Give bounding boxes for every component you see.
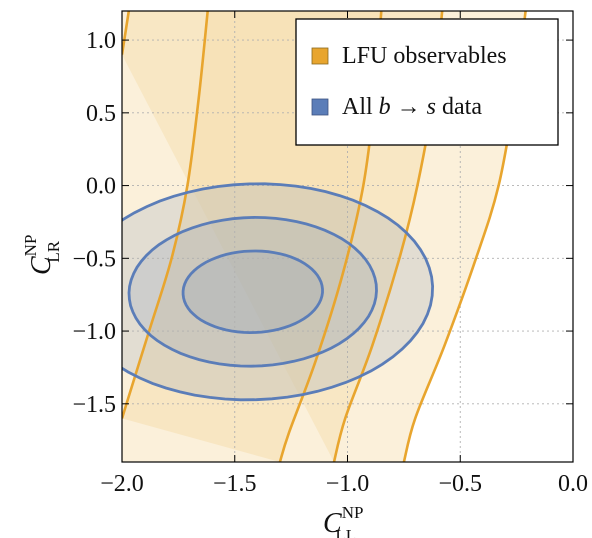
bs-contour-3sigma (122, 182, 435, 402)
legend-label-bs: All b → s data (342, 94, 482, 120)
axis-ticks: −2.0 −1.5 −1.0 −0.5 0.0 −1.5 −1.0 −0.5 0.0 0.5 1.0 (72, 11, 588, 497)
y-tick-label: −1.0 (72, 319, 116, 345)
y-tick-label: 0.5 (86, 101, 116, 127)
y-tick-label: −1.5 (72, 392, 116, 418)
bs-contour-1sigma (181, 249, 324, 335)
x-tick-label: −0.5 (438, 471, 482, 497)
x-axis-title: CNP LL (323, 503, 363, 538)
lfu-contour-left-1sigma (122, 11, 209, 419)
x-tick-label: −1.0 (326, 471, 370, 497)
legend: LFU observables All b → s data (295, 18, 559, 146)
legend-swatch-lfu (311, 47, 329, 65)
legend-label-lfu: LFU observables (342, 43, 507, 69)
lfu-contour-left-2sigma (122, 11, 131, 55)
x-tick-label: −2.0 (100, 471, 144, 497)
y-tick-label: 1.0 (86, 28, 116, 54)
y-tick-label: 0.0 (86, 174, 116, 200)
legend-swatch-bs (311, 98, 329, 116)
x-tick-label: 0.0 (558, 471, 588, 497)
x-tick-label: −1.5 (213, 471, 257, 497)
bs-region-fill-3sigma (122, 183, 433, 400)
y-tick-label: −0.5 (72, 246, 116, 272)
y-axis-title: CNP LR (21, 235, 63, 275)
bs-region-fill-2sigma (129, 217, 377, 367)
bs-contour-2sigma (127, 215, 378, 368)
bs-region-fill-1sigma (183, 251, 323, 333)
legend-box (295, 18, 559, 146)
